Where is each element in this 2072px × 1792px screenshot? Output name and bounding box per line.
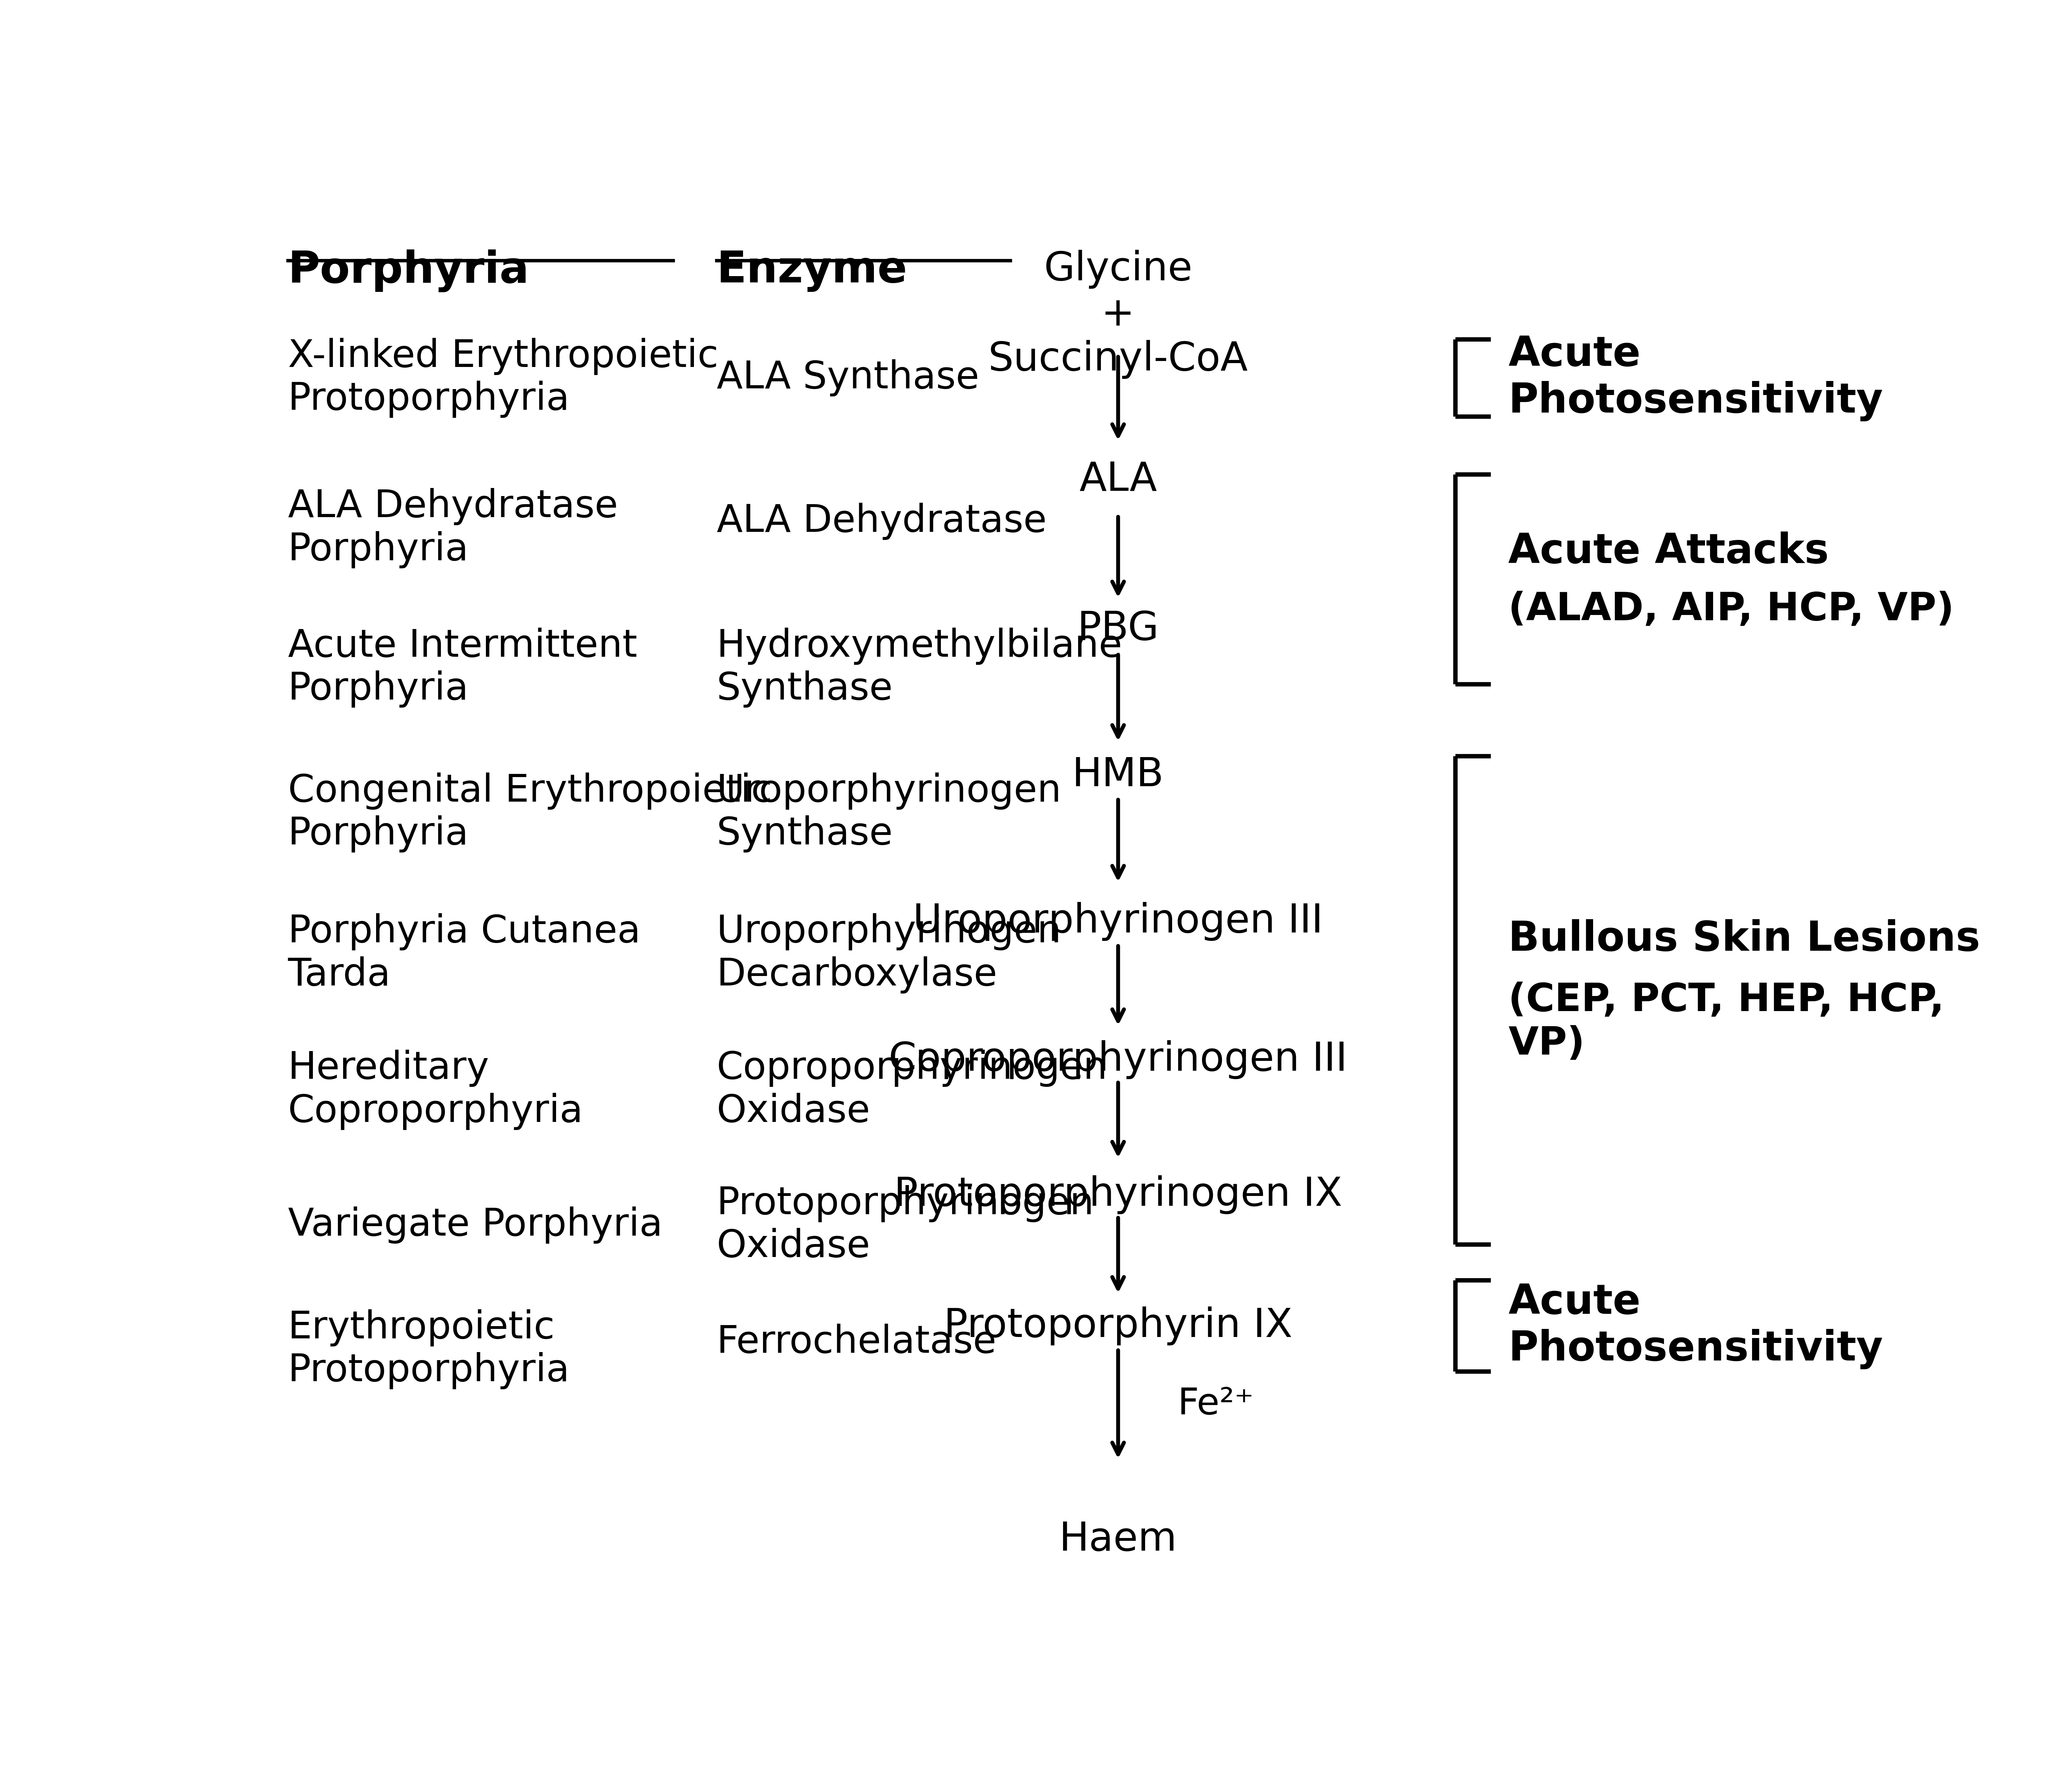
Text: ALA Synthase: ALA Synthase: [717, 358, 980, 396]
Text: ALA: ALA: [1080, 461, 1156, 500]
Text: Glycine
+
Succinyl-CoA: Glycine + Succinyl-CoA: [988, 249, 1247, 378]
Text: Bullous Skin Lesions: Bullous Skin Lesions: [1508, 919, 1981, 961]
Text: Variegate Porphyria: Variegate Porphyria: [288, 1206, 663, 1244]
Text: Porphyria: Porphyria: [288, 249, 528, 292]
Text: Protoporphyrinogen
Oxidase: Protoporphyrinogen Oxidase: [717, 1185, 1094, 1265]
Text: Coproporphyrinogen
Oxidase: Coproporphyrinogen Oxidase: [717, 1050, 1109, 1131]
Text: Acute
Photosensitivity: Acute Photosensitivity: [1508, 335, 1883, 421]
Text: Protoporphyrinogen IX: Protoporphyrinogen IX: [893, 1176, 1343, 1215]
Text: Uroporphyrinogen
Decarboxylase: Uroporphyrinogen Decarboxylase: [717, 914, 1061, 993]
Text: (CEP, PCT, HEP, HCP,
VP): (CEP, PCT, HEP, HCP, VP): [1508, 982, 1944, 1063]
Text: (ALAD, AIP, HCP, VP): (ALAD, AIP, HCP, VP): [1508, 591, 1954, 629]
Text: X-linked Erythropoietic
Protoporphyria: X-linked Erythropoietic Protoporphyria: [288, 337, 719, 418]
Text: Protoporphyrin IX: Protoporphyrin IX: [943, 1306, 1293, 1346]
Text: Porphyria Cutanea
Tarda: Porphyria Cutanea Tarda: [288, 914, 640, 993]
Text: Uroporphyrinogen
Synthase: Uroporphyrinogen Synthase: [717, 772, 1061, 853]
Text: Hereditary
Coproporphyria: Hereditary Coproporphyria: [288, 1050, 582, 1131]
Text: Coproporphyrinogen III: Coproporphyrinogen III: [889, 1039, 1347, 1079]
Text: Acute
Photosensitivity: Acute Photosensitivity: [1508, 1283, 1883, 1369]
Text: Ferrochelatase: Ferrochelatase: [717, 1324, 997, 1360]
Text: HMB: HMB: [1071, 756, 1164, 794]
Text: Haem: Haem: [1059, 1520, 1177, 1559]
Text: PBG: PBG: [1077, 609, 1158, 649]
Text: ALA Dehydratase
Porphyria: ALA Dehydratase Porphyria: [288, 487, 617, 568]
Text: Hydroxymethylbilane
Synthase: Hydroxymethylbilane Synthase: [717, 627, 1123, 708]
Text: Acute Intermittent
Porphyria: Acute Intermittent Porphyria: [288, 627, 638, 708]
Text: Fe²⁺: Fe²⁺: [1177, 1387, 1254, 1423]
Text: Uroporphyrinogen III: Uroporphyrinogen III: [914, 901, 1324, 941]
Text: Congenital Erythropoietic
Porphyria: Congenital Erythropoietic Porphyria: [288, 772, 773, 853]
Text: Erythropoietic
Protoporphyria: Erythropoietic Protoporphyria: [288, 1310, 570, 1389]
Text: ALA Dehydratase: ALA Dehydratase: [717, 504, 1046, 539]
Text: Enzyme: Enzyme: [717, 249, 908, 292]
Text: Acute Attacks: Acute Attacks: [1508, 532, 1830, 572]
